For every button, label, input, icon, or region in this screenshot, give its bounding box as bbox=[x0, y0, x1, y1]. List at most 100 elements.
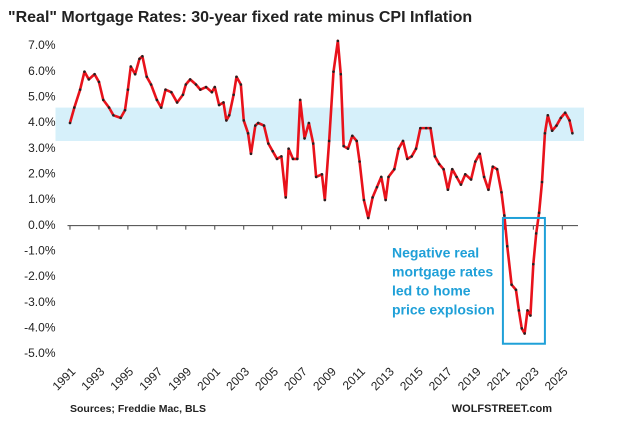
data-point bbox=[327, 139, 331, 143]
data-point bbox=[469, 178, 473, 181]
data-point bbox=[170, 90, 173, 94]
credit: WOLFSTREET.com bbox=[452, 403, 552, 415]
data-point bbox=[342, 144, 345, 148]
data-point bbox=[534, 232, 538, 235]
x-tick-label: 2021 bbox=[484, 364, 513, 393]
y-tick-label: 1.0% bbox=[28, 192, 56, 206]
data-point bbox=[123, 108, 127, 112]
data-point bbox=[375, 185, 379, 189]
data-point bbox=[83, 70, 86, 73]
data-line bbox=[68, 39, 574, 335]
data-point bbox=[514, 288, 518, 292]
data-point bbox=[242, 119, 246, 122]
data-point bbox=[555, 124, 558, 127]
data-point bbox=[387, 175, 390, 179]
data-point bbox=[126, 88, 130, 91]
data-point bbox=[284, 196, 288, 199]
data-point bbox=[540, 180, 544, 184]
data-point bbox=[73, 106, 76, 109]
data-point bbox=[401, 139, 405, 143]
data-point bbox=[145, 75, 149, 79]
data-point bbox=[159, 106, 163, 109]
data-point bbox=[291, 157, 295, 161]
data-point bbox=[371, 196, 374, 199]
data-point bbox=[505, 244, 509, 248]
data-point bbox=[107, 106, 111, 109]
y-tick-label: -5.0% bbox=[24, 346, 56, 360]
data-point bbox=[559, 116, 563, 120]
data-point bbox=[336, 39, 340, 43]
data-point bbox=[529, 314, 532, 317]
data-point bbox=[194, 83, 198, 86]
data-point bbox=[198, 88, 202, 91]
x-tick-label: 2001 bbox=[194, 364, 223, 393]
data-point bbox=[358, 160, 361, 163]
data-point bbox=[129, 65, 133, 68]
data-point bbox=[546, 114, 550, 117]
data-point bbox=[537, 211, 541, 215]
data-point bbox=[101, 98, 105, 102]
annotation-text: led to home bbox=[392, 283, 471, 299]
x-tick-label: 2009 bbox=[310, 364, 339, 393]
data-point bbox=[397, 147, 400, 150]
data-point bbox=[503, 214, 506, 217]
data-point bbox=[175, 101, 179, 104]
y-tick-label: -2.0% bbox=[24, 269, 56, 283]
data-point bbox=[271, 149, 274, 153]
x-tick-label: 2007 bbox=[281, 364, 310, 393]
data-point bbox=[563, 111, 567, 115]
y-tick-label: -3.0% bbox=[24, 295, 56, 309]
x-tick-label: 2017 bbox=[426, 364, 455, 393]
data-point bbox=[366, 216, 370, 220]
data-point bbox=[222, 101, 225, 104]
data-point bbox=[68, 121, 72, 125]
data-point bbox=[384, 198, 387, 202]
data-point bbox=[487, 188, 490, 192]
data-point bbox=[500, 191, 503, 194]
x-tick-label: 2019 bbox=[455, 364, 484, 393]
data-point bbox=[78, 88, 82, 91]
data-point bbox=[571, 131, 574, 135]
x-tick-label: 1995 bbox=[107, 364, 136, 393]
data-point bbox=[235, 75, 238, 79]
data-point bbox=[254, 124, 257, 127]
data-point bbox=[314, 175, 318, 179]
data-point bbox=[568, 119, 571, 122]
data-point bbox=[474, 160, 477, 163]
x-tick-label: 1999 bbox=[165, 364, 194, 393]
y-tick-label: 0.0% bbox=[28, 218, 56, 232]
data-point bbox=[311, 142, 315, 145]
data-point bbox=[213, 85, 217, 89]
data-point bbox=[93, 72, 96, 76]
data-point bbox=[155, 98, 159, 102]
x-tick-label: 1991 bbox=[50, 364, 79, 393]
x-tick-label: 2013 bbox=[368, 364, 397, 393]
data-point bbox=[379, 175, 383, 179]
data-point bbox=[339, 72, 343, 76]
data-point bbox=[459, 183, 463, 186]
x-tick-label: 1993 bbox=[79, 364, 108, 393]
data-point bbox=[210, 90, 214, 94]
data-point bbox=[362, 198, 366, 202]
y-tick-label: 6.0% bbox=[28, 64, 56, 78]
data-point bbox=[410, 155, 413, 158]
data-point bbox=[393, 167, 396, 171]
x-tick-label: 2023 bbox=[513, 364, 542, 393]
y-tick-label: 3.0% bbox=[28, 141, 56, 155]
x-tick-label: 2003 bbox=[223, 364, 252, 393]
y-tick-label: -1.0% bbox=[24, 244, 56, 258]
data-point bbox=[267, 142, 270, 145]
data-point bbox=[181, 93, 185, 97]
y-tick-label: 2.0% bbox=[28, 167, 56, 181]
x-tick-label: 2015 bbox=[397, 364, 426, 393]
annotation-text: mortgage rates bbox=[392, 264, 493, 280]
y-tick-label: -4.0% bbox=[24, 321, 56, 335]
source-note: Sources; Freddie Mac, BLS bbox=[70, 403, 206, 415]
data-point bbox=[543, 131, 547, 135]
data-point bbox=[227, 114, 231, 117]
data-point bbox=[510, 283, 513, 287]
annotation-text: Negative real bbox=[392, 245, 479, 261]
data-point bbox=[303, 137, 306, 140]
data-point bbox=[463, 173, 467, 176]
